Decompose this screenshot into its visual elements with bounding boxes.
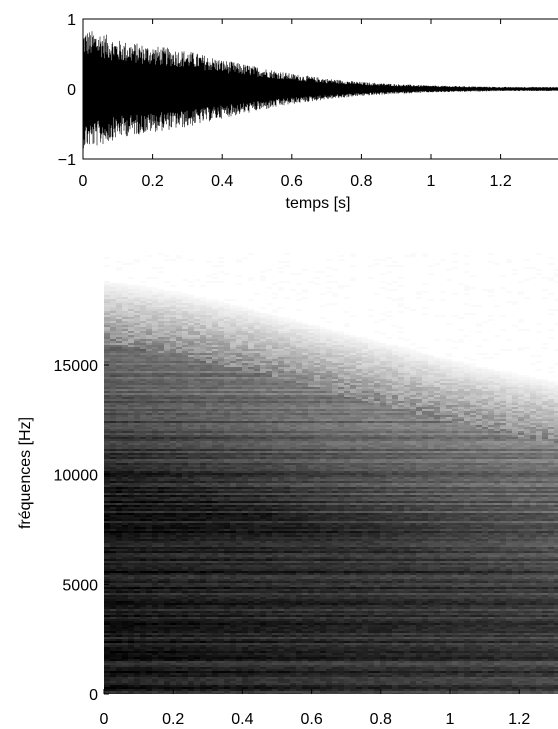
waveform-x-tick-label: 0.8: [350, 173, 372, 190]
waveform-plot-area: [83, 31, 558, 149]
waveform-y-tick-label: 1: [67, 12, 76, 29]
waveform-x-tick-label: 1: [427, 173, 436, 190]
spectrogram-y-ticks: 0 5000 10000 15000: [54, 358, 109, 704]
waveform-x-ticks: 0 0.2 0.4 0.6 0.8 1 1.2: [79, 19, 512, 190]
spectrogram-x-tick-label: 0: [100, 711, 109, 728]
spectrogram-y-tick-label: 15000: [54, 358, 99, 375]
spectrogram-x-tick-label: 0.4: [231, 711, 253, 728]
waveform-y-ticks: 1 0 −1: [58, 12, 88, 169]
spectrogram-x-tick-label: 0.2: [162, 711, 184, 728]
spectrogram-y-tick-label: 10000: [54, 468, 99, 485]
waveform-x-tick-label: 0.2: [141, 173, 163, 190]
waveform-x-tick-label: 0: [79, 173, 88, 190]
waveform-line: [83, 31, 558, 149]
waveform-x-label: temps [s]: [286, 195, 351, 212]
waveform-x-tick-label: 0.6: [281, 173, 303, 190]
spectrogram-x-tick-label: 0.8: [370, 711, 392, 728]
spectrogram-x-ticks: 0 0.2 0.4 0.6 0.8 1 1.2: [100, 689, 530, 728]
spectrogram-x-tick-label: 1: [446, 711, 455, 728]
spectrogram-image: [104, 253, 558, 694]
waveform-x-tick-label: 1.2: [489, 173, 511, 190]
spectrogram-y-tick-label: 0: [89, 687, 98, 704]
spectrogram-x-tick-label: 0.6: [300, 711, 322, 728]
waveform-chart: 0 0.2 0.4 0.6 0.8 1 1.2 10−1 temps [s]: [58, 12, 558, 212]
spectrogram-chart: 0 0.2 0.4 0.6 0.8 1 1.2 0 5000 10000 15000 fréque…: [17, 253, 558, 728]
waveform-x-tick-label: 0.4: [211, 173, 233, 190]
waveform-y-tick-label: 0: [67, 82, 76, 99]
spectrogram-y-label: fréquences [Hz]: [17, 417, 34, 529]
spectrogram-x-tick-label: 1.2: [508, 711, 530, 728]
waveform-y-tick-label: −1: [58, 152, 76, 169]
spectrogram-y-tick-label: 5000: [62, 577, 98, 594]
